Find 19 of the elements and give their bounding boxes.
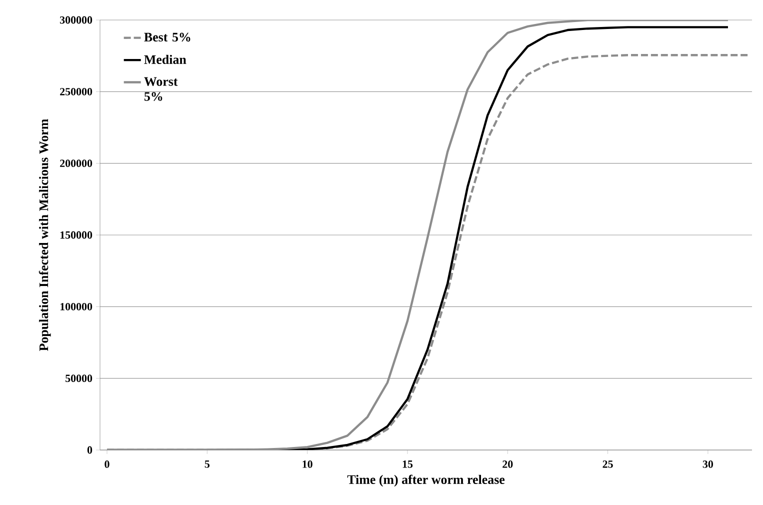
legend-label: Best 5% <box>144 32 190 42</box>
y-tick-label: 100000 <box>60 302 92 310</box>
x-tick-label: 0 <box>104 460 110 468</box>
x-tick-label: 10 <box>302 460 312 468</box>
x-tick-label: 5 <box>204 460 210 468</box>
x-tick-label: 30 <box>702 460 714 468</box>
y-tick-label: 250000 <box>60 88 92 96</box>
y-tick-label: 300000 <box>60 16 92 24</box>
y-tick-label: 50000 <box>66 374 92 382</box>
legend-label: Worst 5% <box>144 77 178 101</box>
legend-label: Median <box>144 54 186 64</box>
y-tick-label: 200000 <box>60 160 92 168</box>
y-tick-label: 150000 <box>60 231 92 239</box>
y-tick-label: 0 <box>87 446 92 454</box>
x-tick-label: 15 <box>402 460 413 468</box>
x-axis-title: Time (m) after worm release <box>347 474 505 487</box>
x-tick-label: 25 <box>602 460 613 468</box>
x-tick-label: 20 <box>502 460 513 468</box>
y-axis-title: Population Infected with Malicious Worm <box>38 119 51 351</box>
